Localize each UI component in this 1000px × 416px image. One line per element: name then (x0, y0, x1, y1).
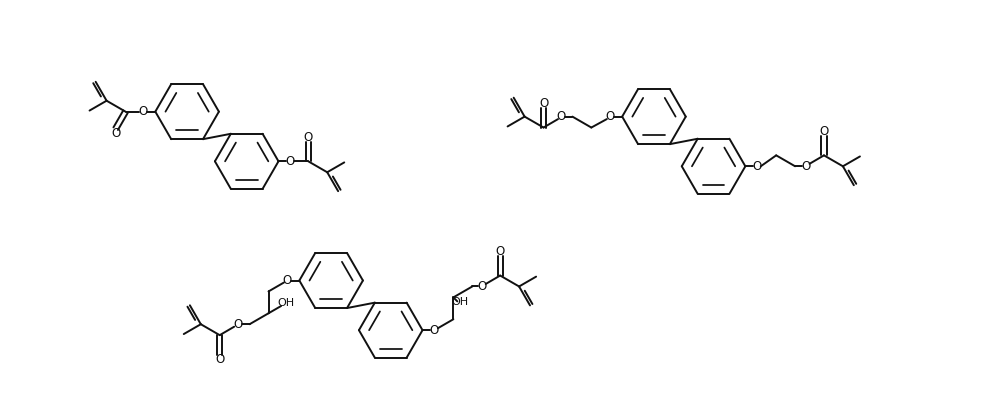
Text: O: O (233, 318, 242, 331)
Text: O: O (496, 245, 505, 258)
Text: O: O (478, 280, 487, 293)
Text: OH: OH (277, 298, 294, 308)
Text: O: O (557, 110, 566, 123)
Text: O: O (606, 110, 615, 123)
Text: O: O (215, 353, 224, 366)
Text: O: O (753, 160, 762, 173)
Text: O: O (286, 155, 295, 168)
Text: O: O (539, 97, 548, 110)
Text: O: O (819, 125, 829, 138)
Text: O: O (430, 324, 439, 337)
Text: OH: OH (452, 297, 469, 307)
Text: O: O (283, 274, 292, 287)
Text: O: O (111, 126, 120, 140)
Text: O: O (139, 105, 148, 118)
Text: O: O (304, 131, 313, 144)
Text: O: O (801, 160, 811, 173)
